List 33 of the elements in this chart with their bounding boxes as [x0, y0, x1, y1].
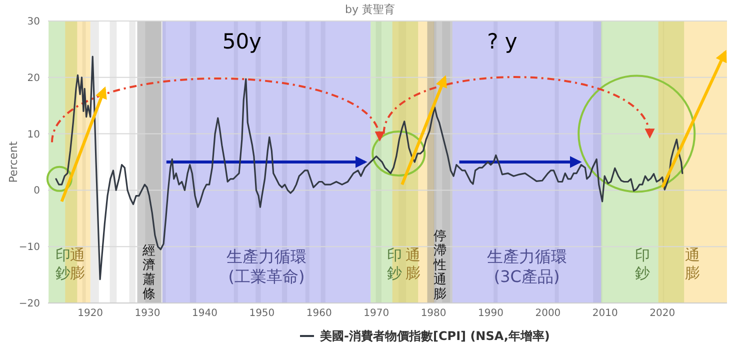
- text: 停滯性: [433, 229, 446, 273]
- legend: 美國-消費者物價指數[CPI] (NSA,年增率): [300, 329, 550, 343]
- x-tick-label: 1920: [78, 308, 104, 319]
- band-label: 生產力循環 (3C產品): [486, 247, 567, 286]
- y-tick-label: −20: [18, 298, 40, 310]
- band-label: 經濟蕭條: [142, 244, 156, 302]
- band-label: 通膨: [433, 272, 446, 302]
- annotation: 50y: [222, 30, 262, 54]
- band-label: 通膨: [685, 246, 700, 282]
- band-label: 印鈔: [55, 246, 70, 282]
- y-axis-title: Percent: [7, 140, 20, 183]
- chart-subtitle: by 黃聖育: [345, 3, 395, 16]
- x-tick-label: 1990: [478, 308, 504, 319]
- band-label: 印鈔: [386, 246, 402, 282]
- y-tick-label: −10: [18, 242, 40, 254]
- y-tick-label: 30: [27, 16, 40, 28]
- annotation: ? y: [487, 30, 518, 54]
- y-tick-label: 0: [34, 186, 40, 197]
- x-tick-label: 1980: [420, 308, 446, 319]
- x-tick-label: 2010: [592, 308, 618, 319]
- y-tick-label: 20: [27, 72, 40, 84]
- x-tick-label: 1970: [364, 308, 390, 319]
- x-tick-label: 2020: [650, 308, 676, 319]
- band-label: 通膨: [70, 246, 86, 282]
- band-label: 生產力循環 (工業革命): [226, 247, 307, 286]
- x-tick-label: 1930: [134, 308, 160, 319]
- y-tick-label: 10: [27, 129, 40, 140]
- x-tick-label: 1950: [249, 308, 275, 319]
- text: 通膨: [406, 246, 421, 282]
- band-label: 印鈔: [635, 246, 650, 282]
- x-tick-label: 1960: [306, 308, 332, 319]
- x-tick-label: 1940: [192, 308, 218, 319]
- x-tick-label: 2000: [535, 308, 561, 319]
